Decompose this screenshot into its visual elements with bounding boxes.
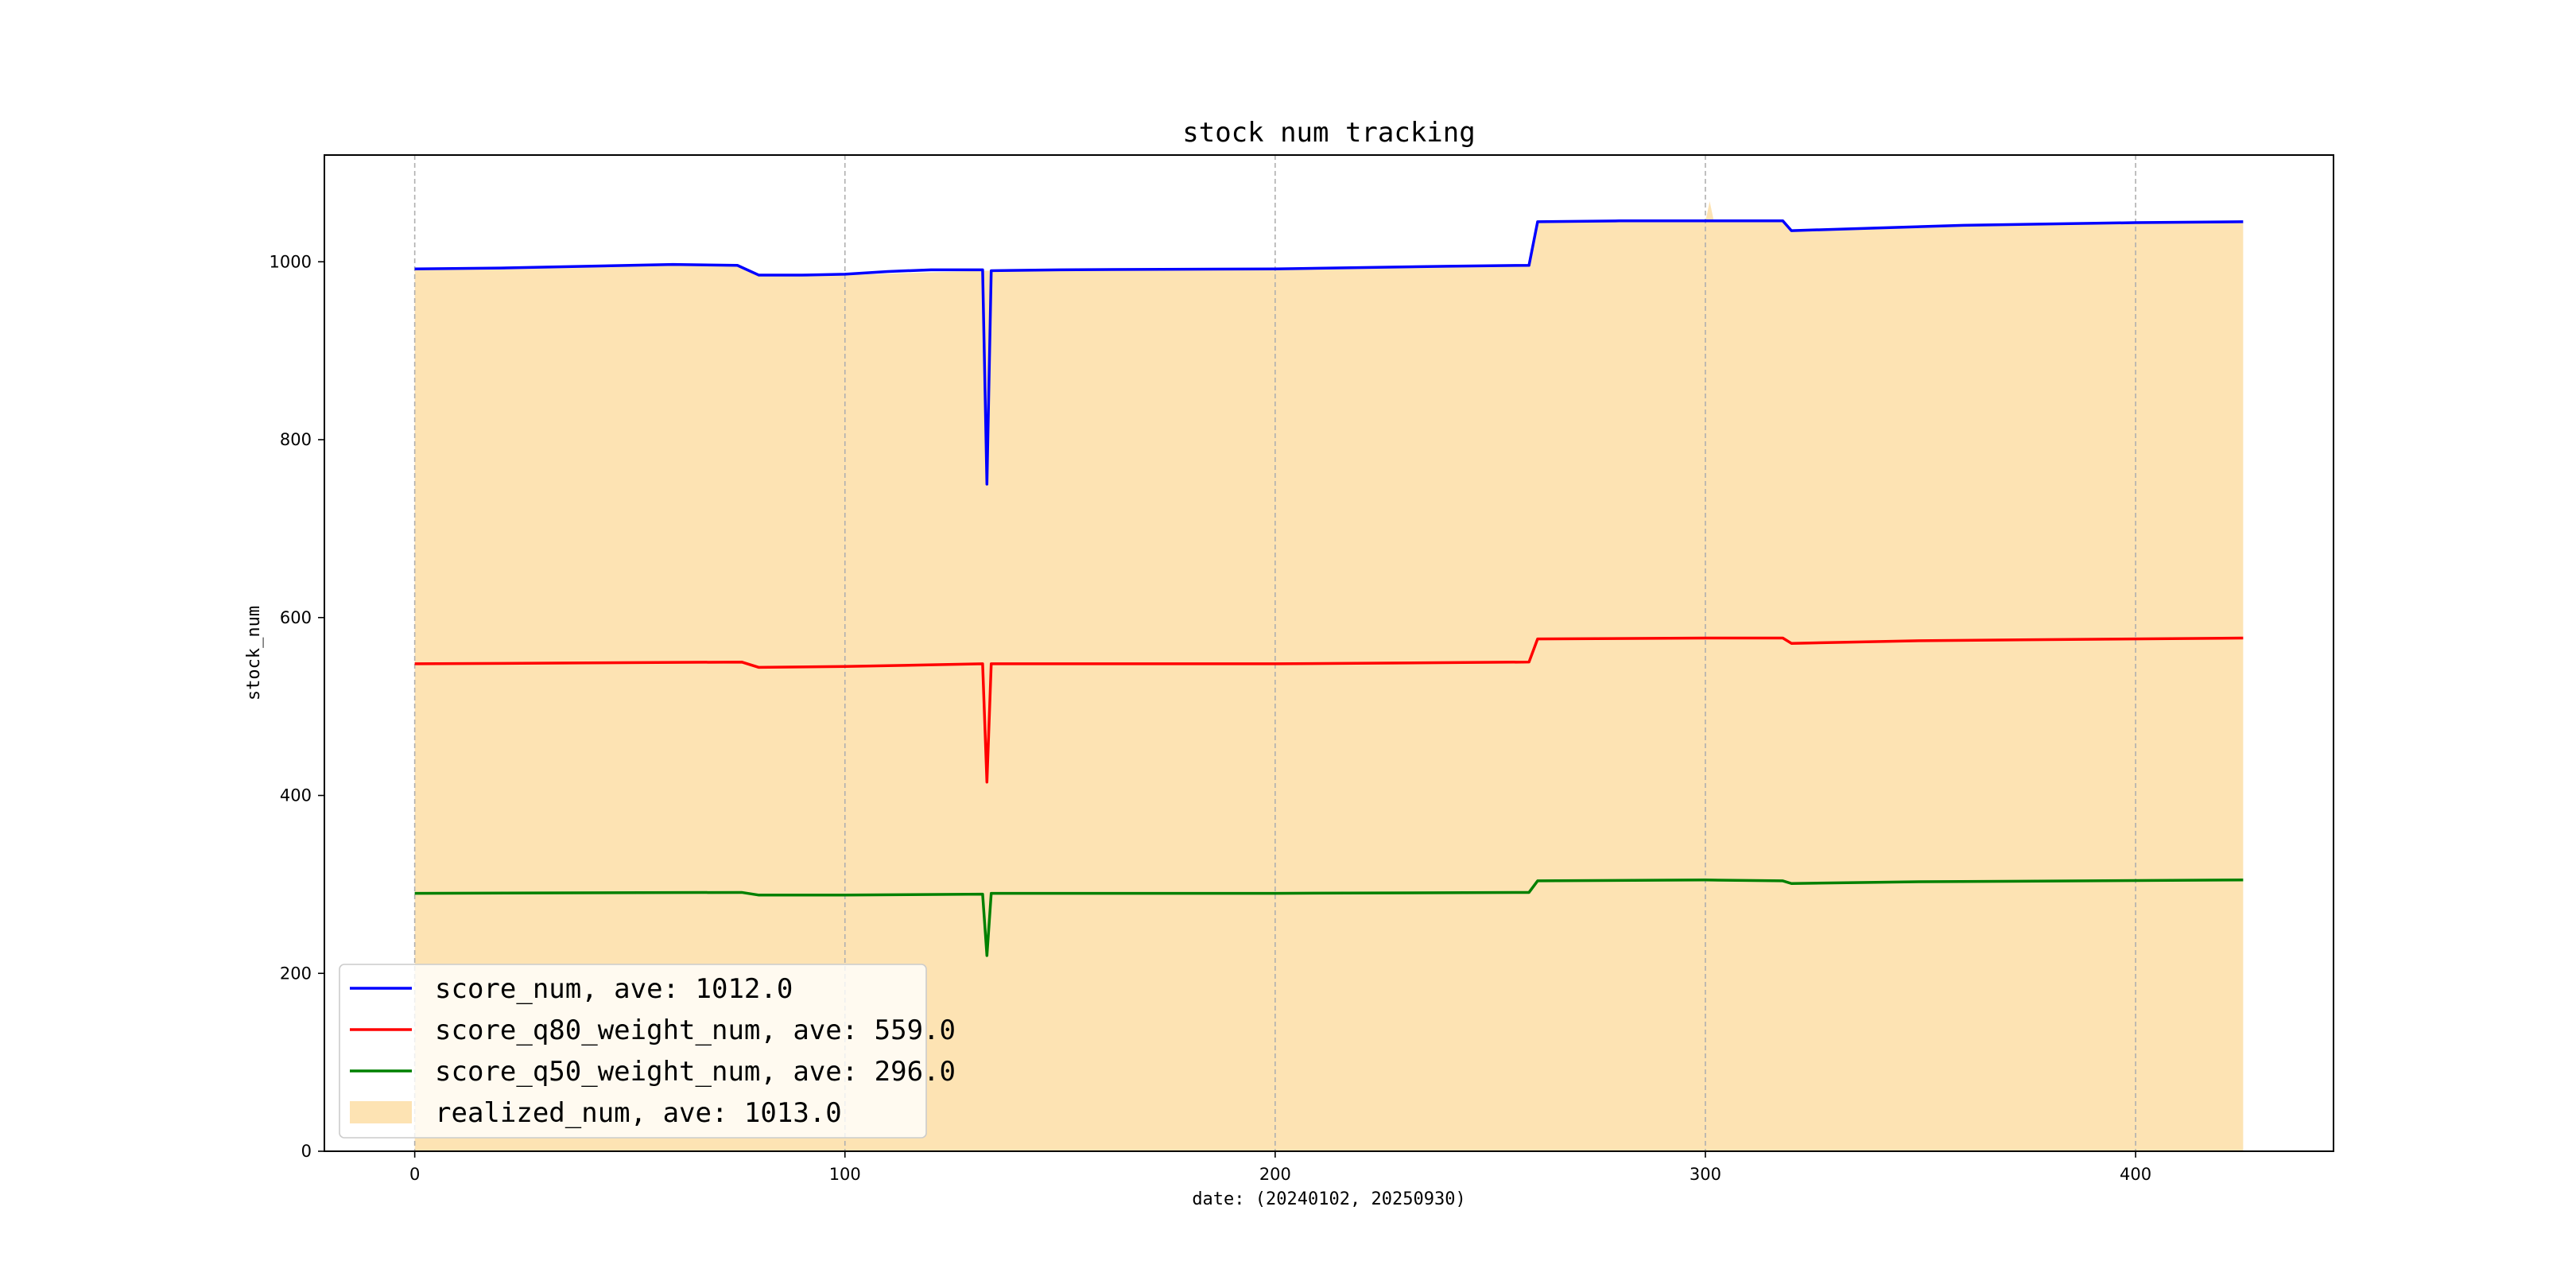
y-tick-label: 200 [280, 964, 312, 983]
tick-layer: 0 100 200 300 400 0 200 400 600 800 1000 [270, 252, 2152, 1184]
y-tick-label: 0 [301, 1142, 312, 1161]
area-layer [414, 201, 2244, 1151]
series-line-score_q80_weight_num [414, 636, 2244, 784]
series-area-realized_num [414, 201, 2244, 1151]
legend-swatch-realized_num [350, 1101, 412, 1123]
y-axis-label: stock_num [244, 606, 264, 700]
chart-title: stock num tracking [1182, 117, 1475, 149]
legend-label-score_num: score_num, ave: 1012.0 [435, 973, 793, 1005]
legend-label-score_q80_weight_num: score_q80_weight_num, ave: 559.0 [435, 1014, 956, 1046]
x-tick-label: 0 [409, 1165, 420, 1184]
x-tick-label: 200 [1259, 1165, 1291, 1184]
y-tick-label: 600 [280, 608, 312, 627]
x-tick-label: 300 [1690, 1165, 1721, 1184]
x-tick-label: 100 [829, 1165, 861, 1184]
y-tick-label: 800 [280, 430, 312, 449]
legend-label-realized_num: realized_num, ave: 1013.0 [435, 1097, 842, 1129]
x-axis-label: date: (20240102, 20250930) [1192, 1189, 1465, 1209]
series-line-score_num [414, 219, 2244, 486]
legend: score_num, ave: 1012.0 score_q80_weight_n… [339, 964, 956, 1139]
plot-frame [324, 154, 2334, 1152]
y-tick-label: 1000 [270, 252, 312, 271]
line-layer [414, 219, 2244, 957]
legend-label-score_q50_weight_num: score_q50_weight_num, ave: 296.0 [435, 1056, 956, 1088]
series-line-score_q50_weight_num [414, 879, 2244, 957]
legend-box [339, 964, 927, 1139]
x-tick-label: 400 [2120, 1165, 2151, 1184]
y-tick-label: 400 [280, 786, 312, 805]
